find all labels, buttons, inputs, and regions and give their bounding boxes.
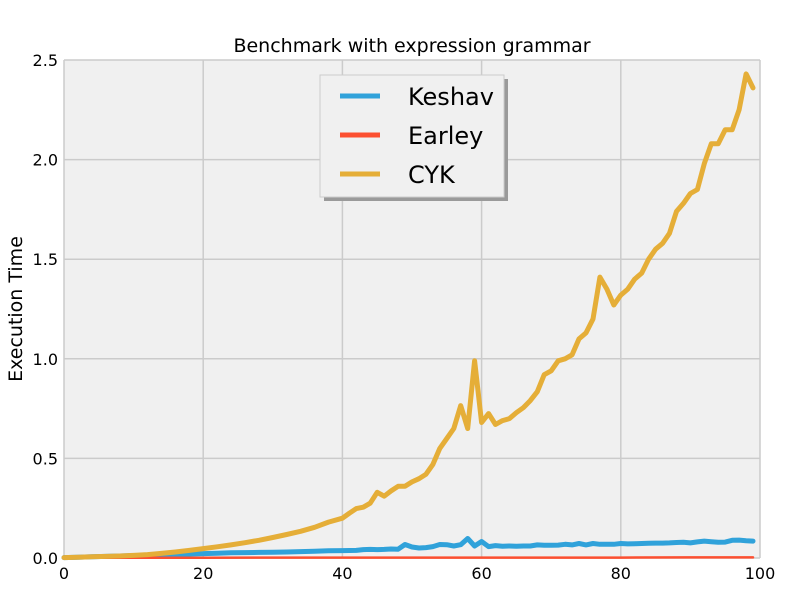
series-line-cyk <box>61 71 756 561</box>
legend-label-earley: Earley <box>408 122 483 150</box>
series-line-keshav <box>61 536 756 561</box>
y-tick-label: 0.5 <box>33 449 58 468</box>
legend-label-cyk: CYK <box>408 161 456 189</box>
chart-title: Benchmark with expression grammar <box>233 35 590 57</box>
x-tick-label: 80 <box>611 564 631 583</box>
y-tick-label: 2.0 <box>33 151 58 170</box>
legend-label-keshav: Keshav <box>408 83 494 111</box>
x-tick-label: 40 <box>332 564 352 583</box>
x-tick-label: 60 <box>471 564 491 583</box>
y-tick-label: 2.5 <box>33 51 58 70</box>
y-axis-label: Execution Time <box>5 236 27 382</box>
legend: Keshav Earley CYK <box>319 74 508 201</box>
x-tick-label: 100 <box>745 564 776 583</box>
y-tick-label: 0.0 <box>33 549 58 568</box>
y-axis-ticks: 0.0 0.5 1.0 1.5 2.0 2.5 <box>33 51 58 568</box>
y-tick-label: 1.5 <box>33 250 58 269</box>
x-tick-label: 20 <box>193 564 213 583</box>
legend-items: Keshav Earley CYK <box>340 83 494 189</box>
y-tick-label: 1.0 <box>33 350 58 369</box>
x-tick-label: 0 <box>59 564 69 583</box>
x-axis-ticks: 0 20 40 60 80 100 <box>59 564 775 583</box>
series-lines <box>61 71 756 561</box>
